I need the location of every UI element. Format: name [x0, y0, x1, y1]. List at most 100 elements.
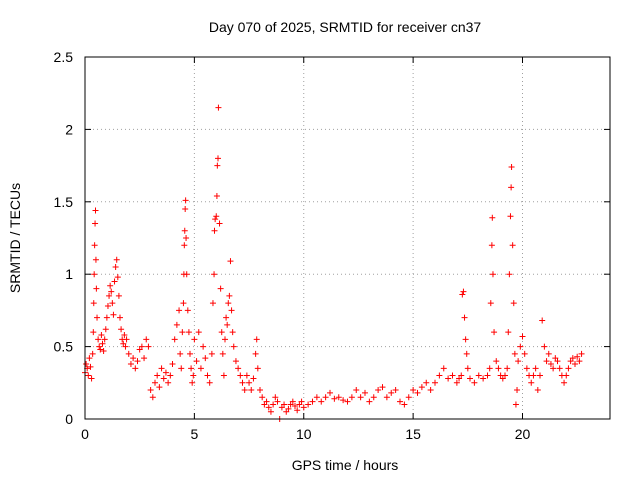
data-point — [95, 336, 102, 343]
data-point — [149, 394, 156, 401]
data-point — [93, 285, 100, 292]
data-point — [427, 387, 434, 394]
data-point — [226, 292, 233, 299]
data-point — [102, 326, 109, 333]
data-point — [200, 343, 207, 350]
data-point — [511, 350, 518, 357]
y-axis-title: SRMTID / TECUs — [7, 183, 23, 293]
data-point — [209, 300, 216, 307]
data-point — [110, 311, 117, 318]
data-point — [484, 372, 491, 379]
data-point — [510, 300, 517, 307]
data-point — [318, 398, 325, 405]
data-point — [397, 398, 403, 405]
data-point — [182, 197, 189, 204]
data-point — [189, 379, 196, 386]
data-point — [313, 394, 320, 401]
data-point — [229, 329, 236, 336]
data-point — [204, 372, 211, 379]
data-point — [182, 206, 189, 213]
data-point — [423, 379, 430, 386]
data-point — [162, 369, 169, 376]
data-point — [180, 300, 187, 307]
data-point — [213, 213, 220, 220]
data-point — [252, 350, 259, 357]
data-point — [340, 397, 347, 404]
data-point — [235, 365, 242, 372]
data-point — [458, 372, 465, 379]
data-point — [405, 394, 412, 401]
data-point — [539, 317, 546, 324]
data-point — [578, 350, 585, 357]
x-tick-label: 15 — [405, 426, 421, 442]
data-point — [193, 358, 200, 365]
data-point — [574, 353, 581, 360]
data-point — [467, 375, 473, 382]
data-point — [453, 379, 460, 386]
data-point — [253, 336, 260, 343]
data-point — [179, 329, 186, 336]
data-point — [114, 274, 121, 281]
data-point — [270, 401, 277, 408]
data-point — [112, 263, 119, 270]
data-point — [125, 350, 132, 357]
data-point — [445, 375, 452, 382]
data-point — [106, 292, 113, 299]
data-point — [109, 300, 116, 307]
data-point — [190, 372, 197, 379]
data-point — [521, 350, 528, 357]
data-point — [543, 358, 550, 365]
data-point — [143, 336, 150, 343]
data-point — [509, 242, 516, 249]
y-tick-label: 2.5 — [54, 49, 74, 65]
data-point — [272, 394, 279, 401]
data-point — [113, 256, 120, 263]
data-point — [563, 372, 570, 379]
data-point — [459, 291, 466, 298]
data-point — [545, 350, 552, 357]
data-point — [461, 314, 468, 321]
data-points — [82, 104, 585, 422]
data-point — [289, 398, 296, 405]
data-point — [392, 387, 399, 394]
data-point — [187, 350, 193, 357]
data-point — [197, 365, 204, 372]
data-point — [195, 329, 202, 336]
data-point — [502, 372, 508, 379]
data-point — [565, 365, 572, 372]
data-point — [375, 387, 382, 394]
data-point — [130, 355, 137, 362]
data-point — [90, 300, 97, 307]
data-point — [134, 358, 141, 365]
data-point — [254, 365, 261, 372]
data-point — [370, 394, 377, 401]
data-point — [232, 358, 239, 365]
data-point — [335, 394, 342, 401]
data-point — [223, 314, 230, 321]
data-point — [108, 288, 115, 295]
data-point — [331, 395, 338, 402]
data-point — [147, 387, 154, 394]
data-point — [257, 387, 263, 394]
data-point — [489, 214, 496, 221]
data-point — [265, 404, 272, 411]
data-point — [401, 401, 408, 408]
data-point — [281, 401, 288, 408]
data-point — [103, 314, 110, 321]
data-point — [298, 398, 305, 405]
x-tick-label: 5 — [190, 426, 198, 442]
data-point — [554, 358, 561, 365]
data-point — [206, 379, 213, 386]
data-point — [523, 365, 530, 372]
data-point — [556, 365, 563, 372]
data-point — [118, 326, 125, 333]
data-point — [92, 220, 99, 227]
data-point — [463, 350, 470, 357]
data-point — [212, 216, 219, 223]
data-point — [89, 350, 96, 357]
data-point — [248, 387, 255, 394]
data-point — [507, 213, 514, 220]
data-point — [322, 394, 329, 401]
data-point — [534, 387, 541, 394]
